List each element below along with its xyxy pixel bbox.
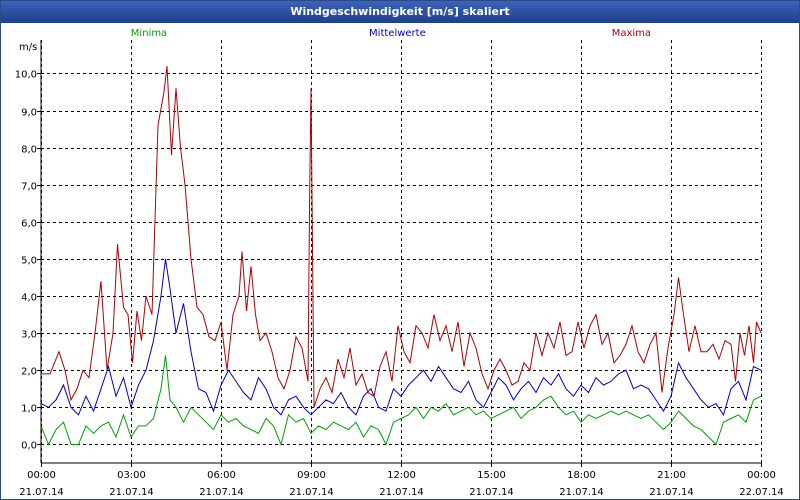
x-tick-date: 21.07.14 xyxy=(469,487,514,498)
chart-area: 0,0 1,0 2,0 3,0 4,0 5,0 6,0 7,0 8,0 9,0 10,0 00:00 2… xyxy=(15,28,784,498)
x-tick-date: 21.07.14 xyxy=(289,487,334,498)
y-tick-label: 8,0 xyxy=(21,145,37,156)
y-tick-label: 6,0 xyxy=(21,219,37,230)
x-tick-time: 15:00 xyxy=(477,470,506,481)
x-tick-time: 00:00 xyxy=(747,470,776,481)
x-tick-date: 22.07.14 xyxy=(739,487,784,498)
x-tick-date: 21.07.14 xyxy=(649,487,694,498)
x-tick-date: 21.07.14 xyxy=(19,487,64,498)
x-tick-time: 09:00 xyxy=(297,470,326,481)
legend-minima: Minima xyxy=(131,28,167,39)
series-line-maxima xyxy=(41,65,762,408)
window-title: Windgeschwindigkeit [m/s] skaliert xyxy=(1,1,799,23)
x-tick-time: 06:00 xyxy=(207,470,236,481)
legend-maxima: Maxima xyxy=(612,28,651,39)
y-tick-label: 1,0 xyxy=(21,404,37,415)
y-tick-label: 2,0 xyxy=(21,367,37,378)
x-tick-time: 03:00 xyxy=(117,470,146,481)
x-tick-date: 21.07.14 xyxy=(379,487,424,498)
y-tick-label: 0,0 xyxy=(21,441,37,452)
series-line-mittelwerte xyxy=(40,258,762,416)
y-tick-label: 4,0 xyxy=(21,293,37,304)
x-tick-date: 21.07.14 xyxy=(109,487,154,498)
x-tick-time: 21:00 xyxy=(657,470,686,481)
y-tick-label: 3,0 xyxy=(21,330,37,341)
y-tick-label: 10,0 xyxy=(15,70,37,81)
x-tick-time: 00:00 xyxy=(27,470,56,481)
y-tick-label: 7,0 xyxy=(21,182,37,193)
x-tick-time: 12:00 xyxy=(387,470,416,481)
y-axis-unit: m/s xyxy=(19,42,37,53)
x-tick-date: 21.07.14 xyxy=(199,487,244,498)
y-tick-label: 5,0 xyxy=(21,256,37,267)
legend-mittelwerte: Mittelwerte xyxy=(369,28,426,39)
series-line-minima xyxy=(40,355,762,447)
y-tick-label: 9,0 xyxy=(21,108,37,119)
x-tick-date: 21.07.14 xyxy=(559,487,604,498)
x-tick-time: 18:00 xyxy=(567,470,596,481)
